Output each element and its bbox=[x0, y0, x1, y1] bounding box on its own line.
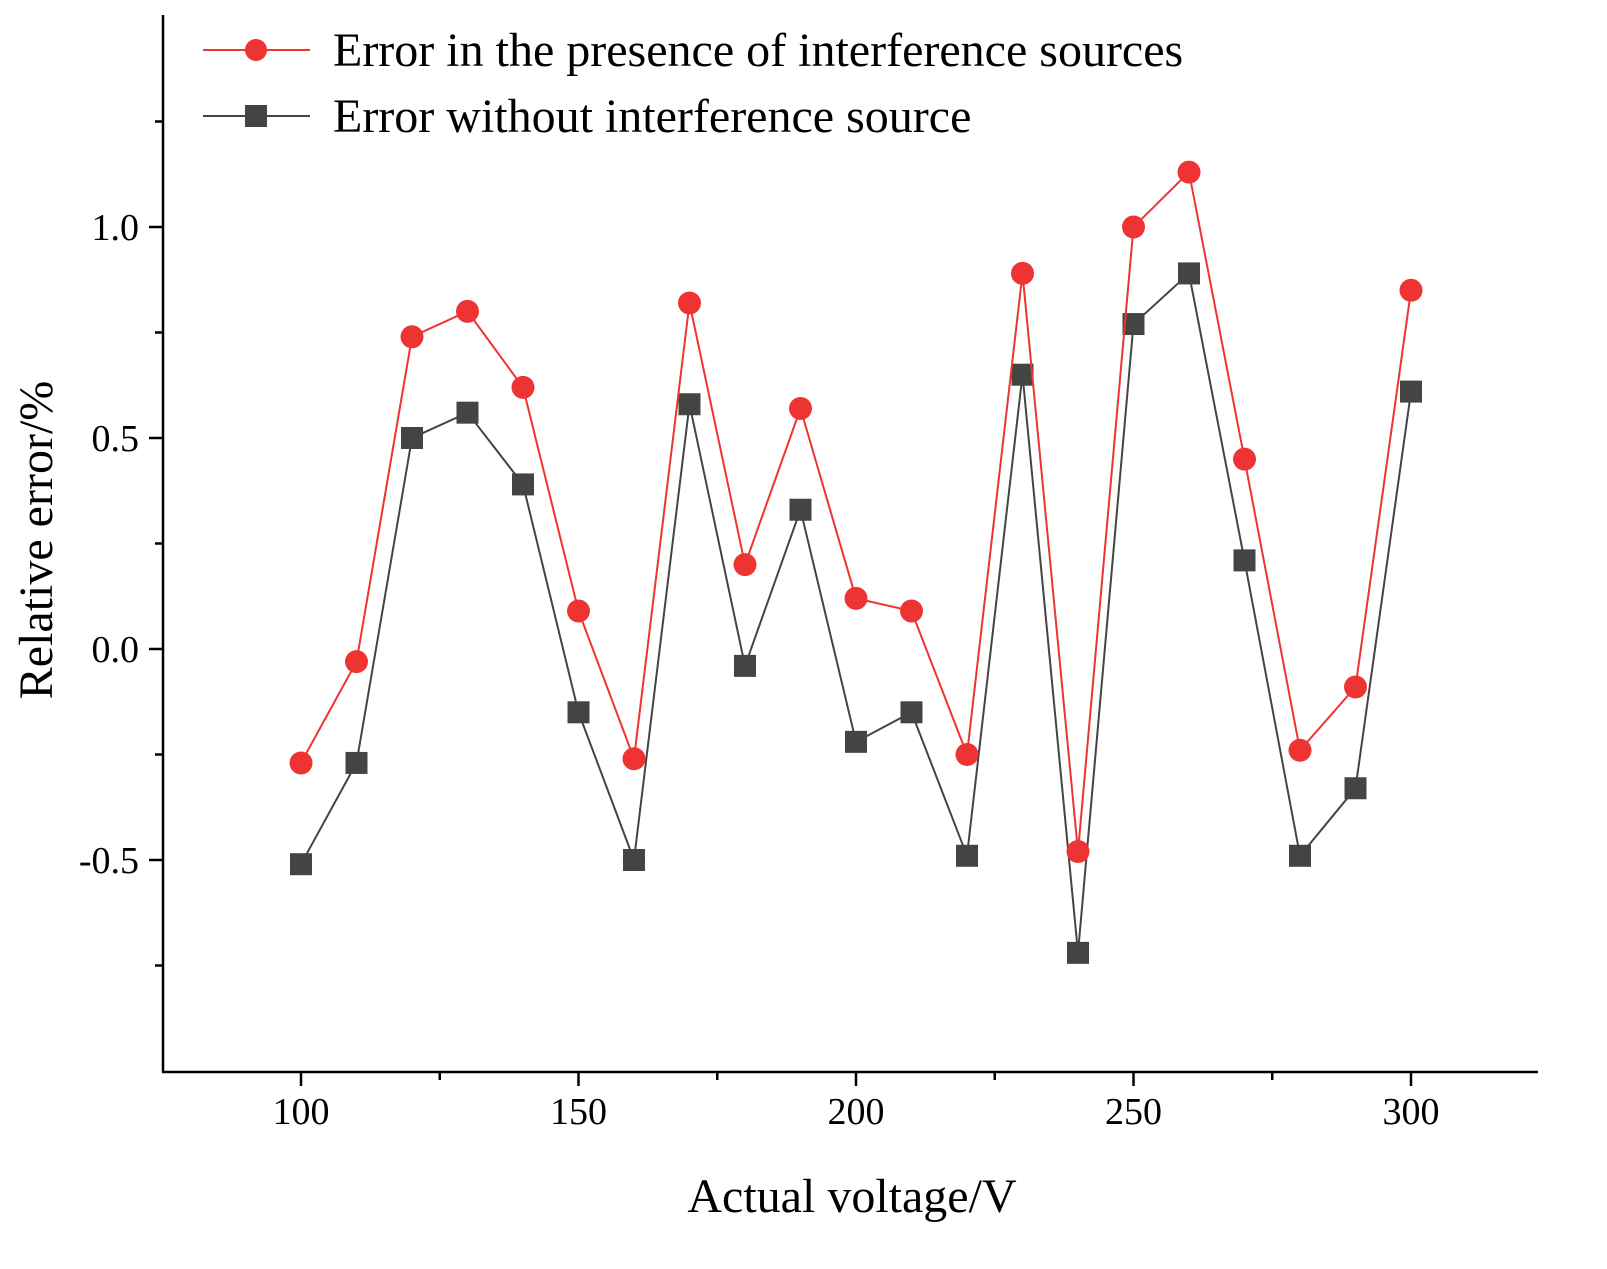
data-point-interference bbox=[1344, 675, 1367, 699]
y-axis-title: Relative error/% bbox=[10, 381, 63, 700]
y-ticks: -0.5 0.0 0.5 1.0 bbox=[79, 120, 163, 967]
data-point-interference bbox=[1233, 447, 1256, 471]
legend-entry-interference: Error in the presence of interference so… bbox=[203, 24, 1183, 77]
x-tick-label: 100 bbox=[273, 1091, 330, 1133]
legend-marker-no-interference bbox=[245, 105, 267, 127]
data-point-no-interference bbox=[1067, 941, 1089, 964]
data-point-no-interference bbox=[401, 427, 423, 449]
x-axis-title: Actual voltage/V bbox=[687, 1170, 1017, 1223]
data-point-interference bbox=[1288, 738, 1312, 762]
data-point-no-interference bbox=[789, 498, 812, 521]
data-point-no-interference bbox=[1289, 844, 1311, 867]
x-tick-label: 250 bbox=[1105, 1091, 1162, 1133]
x-tick-label: 300 bbox=[1383, 1091, 1440, 1133]
legend-entry-no-interference: Error without interference source bbox=[203, 90, 971, 143]
data-point-no-interference bbox=[567, 701, 590, 724]
series-interference bbox=[289, 160, 1423, 864]
y-tick-label: 0.0 bbox=[92, 629, 140, 671]
data-point-no-interference bbox=[1233, 549, 1256, 572]
data-point-no-interference bbox=[1011, 363, 1034, 386]
y-tick-label: -0.5 bbox=[79, 840, 139, 882]
data-point-no-interference bbox=[1400, 380, 1422, 403]
x-tick-label: 150 bbox=[550, 1091, 607, 1133]
data-point-no-interference bbox=[1344, 777, 1367, 800]
data-point-interference bbox=[900, 599, 923, 623]
y-tick-label: 0.5 bbox=[92, 418, 140, 460]
series-line-no-interference bbox=[300, 271, 1412, 953]
data-point-interference bbox=[1122, 215, 1145, 239]
data-point-interference bbox=[789, 396, 812, 420]
data-point-no-interference bbox=[290, 853, 312, 876]
data-point-no-interference bbox=[345, 751, 368, 774]
legend-marker-interference bbox=[245, 39, 267, 61]
x-ticks: 100 150 200 250 300 bbox=[273, 1072, 1440, 1133]
data-point-no-interference bbox=[623, 849, 645, 871]
y-tick-label: 1.0 bbox=[92, 207, 140, 249]
data-point-interference bbox=[622, 747, 646, 771]
legend: Error in the presence of interference so… bbox=[203, 24, 1183, 143]
data-point-no-interference bbox=[1122, 313, 1145, 336]
data-point-interference bbox=[456, 299, 479, 323]
data-point-interference bbox=[844, 586, 868, 610]
data-point-no-interference bbox=[456, 401, 479, 424]
data-point-no-interference bbox=[845, 730, 867, 753]
data-point-interference bbox=[1399, 278, 1423, 302]
series-layer bbox=[289, 160, 1423, 964]
data-point-no-interference bbox=[678, 393, 701, 416]
data-point-interference bbox=[955, 743, 979, 766]
data-point-interference bbox=[511, 375, 535, 399]
data-point-interference bbox=[678, 291, 701, 315]
data-point-no-interference bbox=[734, 654, 756, 677]
data-point-interference bbox=[1011, 261, 1034, 285]
data-point-interference bbox=[400, 325, 424, 349]
data-point-interference bbox=[567, 599, 590, 623]
data-point-interference bbox=[345, 650, 368, 674]
legend-label-no-interference: Error without interference source bbox=[333, 90, 971, 143]
data-point-no-interference bbox=[956, 844, 978, 867]
data-point-interference bbox=[1066, 840, 1090, 864]
series-no-interference bbox=[290, 262, 1422, 964]
x-tick-label: 200 bbox=[828, 1091, 885, 1133]
plot-area: -0.5 0.0 0.5 1.0 100 150 200 250 300 bbox=[79, 15, 1538, 1133]
data-point-interference bbox=[733, 553, 757, 577]
data-point-interference bbox=[1177, 160, 1201, 184]
data-point-no-interference bbox=[1178, 262, 1200, 285]
data-point-interference bbox=[289, 751, 313, 775]
legend-label-interference: Error in the presence of interference so… bbox=[333, 24, 1183, 77]
data-point-no-interference bbox=[900, 701, 923, 724]
data-point-no-interference bbox=[512, 473, 534, 496]
